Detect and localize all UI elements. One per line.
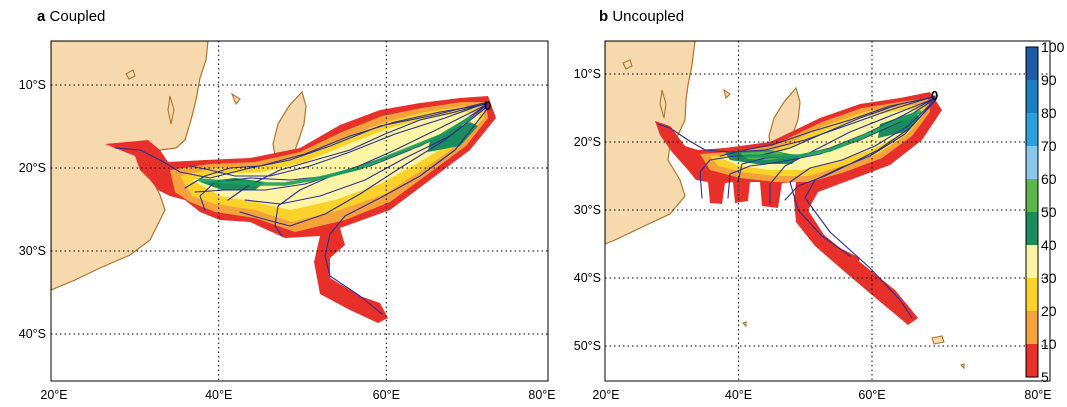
colorbar-label: 10	[1041, 336, 1057, 352]
lon-tick: 20°E	[592, 388, 619, 402]
colorbar-label: 90	[1041, 72, 1057, 88]
colorbar-label: 40	[1041, 237, 1057, 253]
colorbar-label: 100	[1041, 39, 1065, 55]
islet	[125, 69, 136, 80]
islet	[230, 92, 241, 106]
islet	[959, 363, 965, 370]
islet	[659, 89, 667, 119]
colorbar-swatch	[1026, 344, 1038, 378]
lon-tick: 20°E	[40, 388, 67, 402]
origin-marker: 0	[484, 98, 491, 113]
panel-a-title: a Coupled	[37, 8, 105, 25]
lon-labels-b: 20°E 40°E 60°E 80°E	[592, 388, 1051, 402]
colorbar: 100 90 80 70 60 50 40 30 20 10 5	[1025, 39, 1065, 385]
panel-a-label: Coupled	[49, 8, 106, 25]
colorbar-label: 20	[1041, 303, 1057, 319]
lat-tick: 30°S	[19, 244, 46, 258]
colorbar-swatch	[1026, 245, 1038, 279]
islet	[622, 59, 633, 70]
colorbar-label: 60	[1041, 171, 1057, 187]
colorbar-swatch	[1026, 146, 1038, 180]
lon-tick: 80°E	[528, 388, 555, 402]
map-a: 0 10°S 20°S 30°S 40°S 20°E 40°E 60°E 80°…	[19, 40, 556, 402]
mean-track	[743, 110, 922, 158]
colorbar-swatch	[1026, 311, 1038, 345]
colorbar-swatch	[1026, 47, 1038, 81]
lon-tick: 40°E	[725, 388, 752, 402]
colorbar-label: 80	[1041, 105, 1057, 121]
map-frame	[604, 40, 1051, 382]
colorbar-swatch	[1026, 212, 1038, 246]
mean-track	[198, 116, 472, 186]
panel-b-title: b Uncoupled	[599, 8, 684, 25]
panel-a: a Coupled	[19, 8, 556, 402]
colorbar-label: 50	[1041, 204, 1057, 220]
lat-tick: 30°S	[574, 203, 601, 217]
colorbar-label: 70	[1041, 138, 1057, 154]
colorbar-label: 30	[1041, 270, 1057, 286]
colorbar-label: 5	[1041, 369, 1049, 385]
lat-tick: 50°S	[574, 339, 601, 353]
islet	[931, 335, 945, 345]
colorbar-swatch	[1026, 80, 1038, 114]
lat-tick: 40°S	[574, 271, 601, 285]
map-frame	[50, 40, 549, 382]
colorbar-swatch	[1026, 113, 1038, 147]
lat-tick: 10°S	[574, 67, 601, 81]
panel-b-label: Uncoupled	[612, 8, 685, 25]
lon-tick: 60°E	[858, 388, 885, 402]
islet	[167, 95, 175, 125]
lat-tick: 20°S	[574, 135, 601, 149]
lat-labels-a: 10°S 20°S 30°S 40°S	[19, 78, 46, 341]
lat-tick: 40°S	[19, 327, 46, 341]
colorbar-swatch	[1026, 278, 1038, 312]
lat-labels-b: 10°S 20°S 30°S 40°S 50°S	[574, 67, 601, 353]
lat-tick: 20°S	[19, 161, 46, 175]
storm-tracks	[657, 95, 937, 319]
origin-marker: 0	[931, 88, 938, 103]
map-b: 0 10°S 20°S 30°S 40°S 50°S 20°E 40°E 60°…	[574, 39, 1065, 402]
panel-a-letter: a	[37, 8, 46, 25]
graticule	[51, 41, 548, 381]
panel-b: b Uncoupled	[560, 0, 1067, 407]
lon-labels-a: 20°E 40°E 60°E 80°E	[40, 388, 555, 402]
islet	[741, 321, 747, 328]
density-40	[878, 112, 920, 138]
lon-tick: 80°E	[1024, 388, 1051, 402]
panel-b-letter: b	[599, 8, 609, 25]
density-40	[428, 122, 478, 152]
lon-tick: 40°E	[205, 388, 232, 402]
islet	[723, 88, 731, 100]
lon-tick: 60°E	[373, 388, 400, 402]
colorbar-swatch	[1026, 179, 1038, 213]
lat-tick: 10°S	[19, 78, 46, 92]
